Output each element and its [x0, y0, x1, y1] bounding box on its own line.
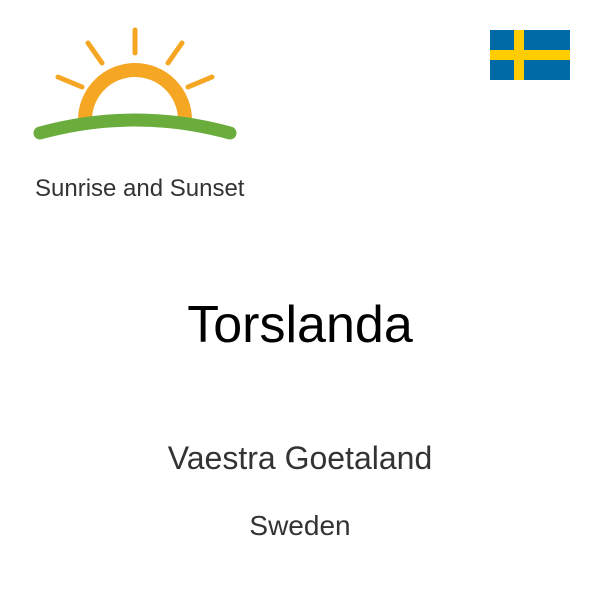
- tagline-text: Sunrise and Sunset: [35, 175, 244, 203]
- sunrise-logo: [30, 25, 240, 155]
- country-name: Sweden: [0, 510, 600, 542]
- city-name: Torslanda: [0, 295, 600, 355]
- region-name: Vaestra Goetaland: [0, 440, 600, 477]
- flag-icon: [490, 30, 570, 80]
- sunrise-logo-icon: [30, 25, 240, 155]
- sweden-flag: [490, 30, 570, 80]
